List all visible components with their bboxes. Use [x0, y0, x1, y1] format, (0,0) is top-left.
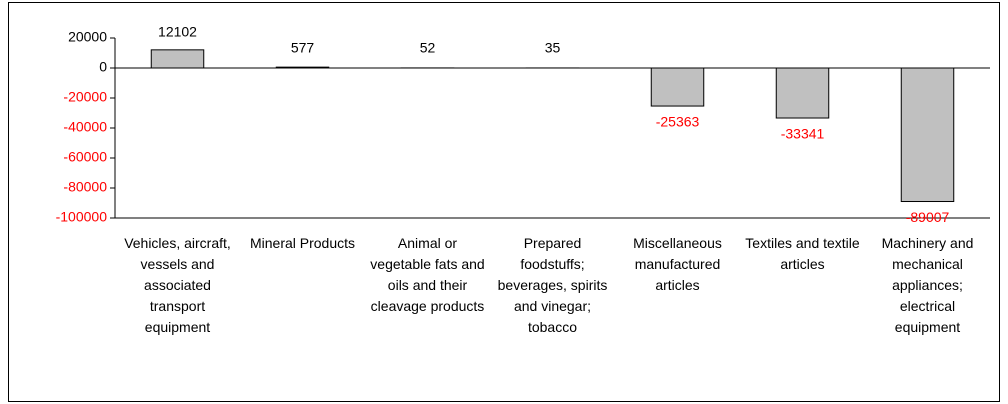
value-label: 52 — [420, 40, 436, 56]
x-tick-label: Miscellaneous manufactured articles — [633, 235, 722, 293]
y-tick-label: 20000 — [68, 29, 107, 45]
y-tick-label: -60000 — [63, 149, 107, 165]
bar — [275, 66, 330, 69]
x-tick-label: Textiles and textile articles — [745, 235, 860, 272]
chart-border — [8, 2, 1000, 402]
x-tick-label: Prepared foodstuffs; beverages, spirits … — [497, 235, 608, 335]
x-tick-label: Animal or vegetable fats and oils and th… — [370, 235, 485, 314]
x-tick-label: Machinery and mechanical appliances; ele… — [881, 235, 974, 335]
x-tick-label: Vehicles, aircraft, vessels and associat… — [124, 235, 231, 335]
value-label: -33341 — [781, 126, 825, 142]
value-label: -25363 — [656, 114, 700, 130]
x-tick-label: Mineral Products — [249, 235, 356, 251]
y-tick-label: 0 — [99, 59, 107, 75]
y-tick-label: -40000 — [63, 119, 107, 135]
y-tick-label: -80000 — [63, 179, 107, 195]
y-tick-label: -100000 — [56, 209, 108, 225]
value-label: -89007 — [906, 209, 950, 225]
y-tick-label: -20000 — [63, 89, 107, 105]
value-label: 35 — [545, 40, 561, 56]
bar — [775, 67, 830, 119]
value-label: 577 — [291, 40, 315, 56]
bar — [650, 67, 705, 107]
bar — [150, 49, 205, 69]
value-label: 12102 — [158, 24, 197, 40]
bar — [900, 67, 955, 203]
